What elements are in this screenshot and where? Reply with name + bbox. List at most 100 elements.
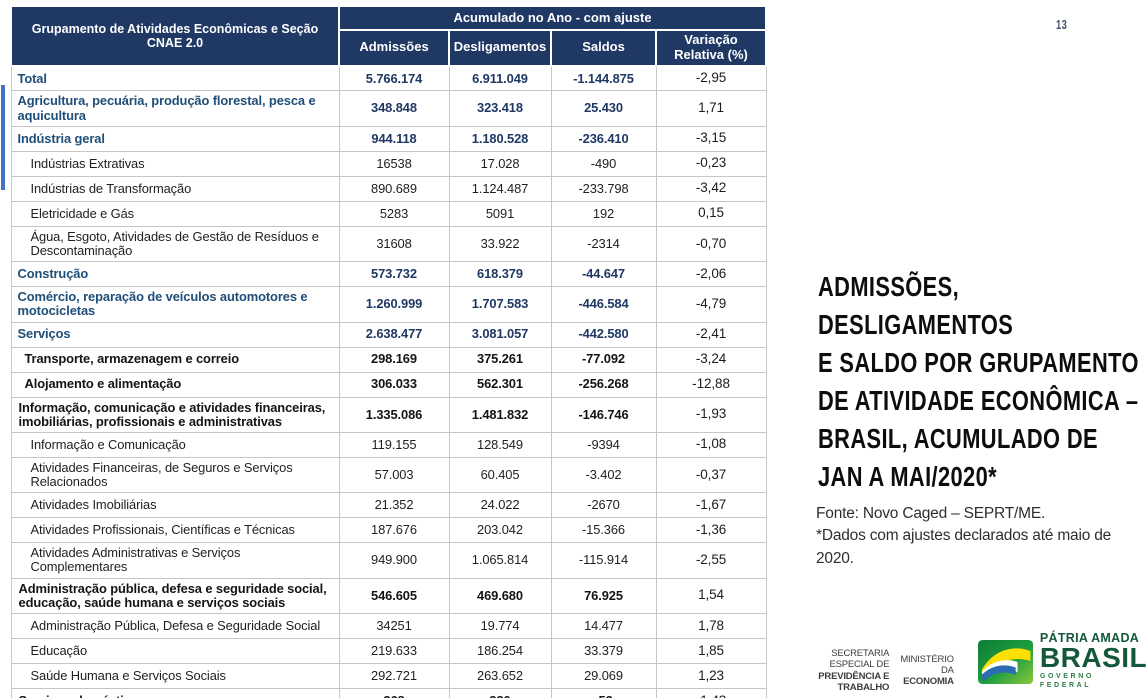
cell-saldos: -44.647 <box>550 261 657 288</box>
cell-admissoes: 21.352 <box>338 492 450 519</box>
cell-saldos: -146.746 <box>550 396 657 433</box>
row-label: Educação <box>10 638 340 664</box>
cell-desligamentos: 1.481.832 <box>448 396 552 433</box>
cell-admissoes: 298.169 <box>338 346 450 373</box>
cell-admissoes: 348.848 <box>338 90 450 127</box>
cell-saldos: -2670 <box>550 492 657 519</box>
cell-saldos: -52 <box>550 688 657 698</box>
cell-desligamentos: 203.042 <box>448 517 552 544</box>
cell-variacao: -1,36 <box>655 517 767 544</box>
table-row: Água, Esgoto, Atividades de Gestão de Re… <box>10 225 767 263</box>
row-label: Informação e Comunicação <box>10 431 340 458</box>
caged-table-wrap: Grupamento de Atividades Econômicas e Se… <box>10 5 768 698</box>
cell-saldos: -233.798 <box>550 175 657 202</box>
table-row: Atividades Financeiras, de Seguros e Ser… <box>10 456 767 494</box>
cell-saldos: -77.092 <box>550 346 657 373</box>
cell-variacao: -2,06 <box>655 261 767 288</box>
cell-variacao: 1,23 <box>655 663 767 689</box>
column-header-variacao: Variação Relativa (%) <box>654 29 768 67</box>
cell-variacao: -0,70 <box>655 225 767 263</box>
cell-admissoes: 31608 <box>338 225 450 263</box>
cell-desligamentos: 1.180.528 <box>448 125 552 152</box>
table-row: Educação 219.633 186.254 33.379 1,85 <box>10 638 767 664</box>
cell-desligamentos: 263.652 <box>448 663 552 689</box>
cell-saldos: 25.430 <box>550 90 657 127</box>
cell-admissoes: 890.689 <box>338 175 450 202</box>
table-row: Atividades Administrativas e Serviços Co… <box>10 542 767 579</box>
row-label: Indústrias de Transformação <box>10 175 340 202</box>
patria-amada-brasil-logo: PÁTRIA AMADA BRASIL GOVERNO FEDERAL <box>977 632 1148 691</box>
cell-desligamentos: 3.081.057 <box>448 321 552 348</box>
table-row: Administração Pública, Defesa e Segurida… <box>10 613 767 639</box>
cell-admissoes: 5.766.174 <box>338 65 450 92</box>
cell-variacao: -0,37 <box>655 456 767 494</box>
cell-admissoes: 573.732 <box>338 261 450 288</box>
cell-admissoes: 1.335.086 <box>338 396 450 433</box>
cell-desligamentos: 469.680 <box>448 577 552 615</box>
row-label: Informação, comunicação e atividades fin… <box>10 396 340 433</box>
cell-variacao: 0,15 <box>655 200 767 227</box>
cell-variacao: -12,88 <box>655 371 767 398</box>
cell-desligamentos: 1.065.814 <box>448 542 552 579</box>
row-label: Água, Esgoto, Atividades de Gestão de Re… <box>10 225 340 263</box>
cell-admissoes: 2.638.477 <box>338 321 450 348</box>
column-header-desligamentos: Desligamentos <box>448 29 552 67</box>
cell-saldos: -446.584 <box>550 286 657 323</box>
cell-variacao: -3,15 <box>655 125 767 152</box>
brazil-flag-icon <box>977 639 1033 684</box>
row-label: Construção <box>10 261 340 288</box>
cell-saldos: 33.379 <box>550 638 657 664</box>
cell-saldos: -256.268 <box>550 371 657 398</box>
row-label: Comércio, reparação de veículos automoto… <box>10 286 340 323</box>
cell-admissoes: 187.676 <box>338 517 450 544</box>
cell-desligamentos: 618.379 <box>448 261 552 288</box>
cell-desligamentos: 320 <box>448 688 552 698</box>
table-row: Atividades Imobiliárias 21.352 24.022 -2670… <box>10 492 767 519</box>
footnote-line: *Dados com ajustes declarados até maio d… <box>816 527 1112 567</box>
cell-variacao: -1,67 <box>655 492 767 519</box>
cell-desligamentos: 128.549 <box>448 431 552 458</box>
row-label: Transporte, armazenagem e correio <box>10 346 340 373</box>
cell-saldos: 76.925 <box>550 577 657 615</box>
cell-admissoes: 949.900 <box>338 542 450 579</box>
cell-saldos: -3.402 <box>550 456 657 494</box>
row-label: Atividades Imobiliárias <box>10 492 340 519</box>
row-label: Total <box>10 65 340 92</box>
cell-saldos: -442.580 <box>550 321 657 348</box>
cell-desligamentos: 1.707.583 <box>448 286 552 323</box>
cell-desligamentos: 323.418 <box>448 90 552 127</box>
row-label: Indústria geral <box>10 125 340 152</box>
cell-desligamentos: 1.124.487 <box>448 175 552 202</box>
cell-saldos: -490 <box>550 150 657 177</box>
cell-saldos: 192 <box>550 200 657 227</box>
cell-saldos: -1.144.875 <box>550 65 657 92</box>
row-label: Agricultura, pecuária, produção floresta… <box>10 90 340 127</box>
table-row: Serviços 2.638.477 3.081.057 -442.580 -2,41 <box>10 321 767 348</box>
cell-admissoes: 944.118 <box>338 125 450 152</box>
brand-brasil: BRASIL <box>1039 641 1148 673</box>
cell-desligamentos: 60.405 <box>448 456 552 494</box>
table-row: Comércio, reparação de veículos automoto… <box>10 286 767 323</box>
cell-saldos: -9394 <box>550 431 657 458</box>
table-row: Serviços domésticos268320-52-1,43 <box>10 688 767 698</box>
cell-desligamentos: 5091 <box>448 200 552 227</box>
cell-variacao: -3,24 <box>655 346 767 373</box>
column-header-grupamento: Grupamento de Atividades Econômicas e Se… <box>10 5 340 67</box>
cell-desligamentos: 186.254 <box>448 638 552 664</box>
ministerio-line2: ECONOMIA <box>903 676 954 688</box>
table-row: Informação e Comunicação 119.155 128.549 -9… <box>10 431 767 458</box>
cell-desligamentos: 375.261 <box>448 346 552 373</box>
cell-desligamentos: 24.022 <box>448 492 552 519</box>
cell-desligamentos: 19.774 <box>448 613 552 639</box>
table-row: Saúde Humana e Serviços Sociais 292.721 26… <box>10 663 767 689</box>
secretaria-line2: PREVIDÊNCIA E TRABALHO <box>818 670 890 694</box>
cell-admissoes: 268 <box>338 688 450 698</box>
cell-variacao: 1,78 <box>655 613 767 639</box>
row-label: Atividades Profissionais, Científicas e … <box>10 517 340 544</box>
table-row: Eletricidade e Gás 5283 5091 192 0,15 <box>10 200 767 227</box>
table-row: Alojamento e alimentação 306.033 562.301 -2… <box>10 371 767 398</box>
cell-saldos: -2314 <box>550 225 657 263</box>
cell-desligamentos: 562.301 <box>448 371 552 398</box>
row-label: Atividades Financeiras, de Seguros e Ser… <box>10 456 340 494</box>
ministerio-logo-text: MINISTÉRIO DA ECONOMIA <box>898 654 954 688</box>
